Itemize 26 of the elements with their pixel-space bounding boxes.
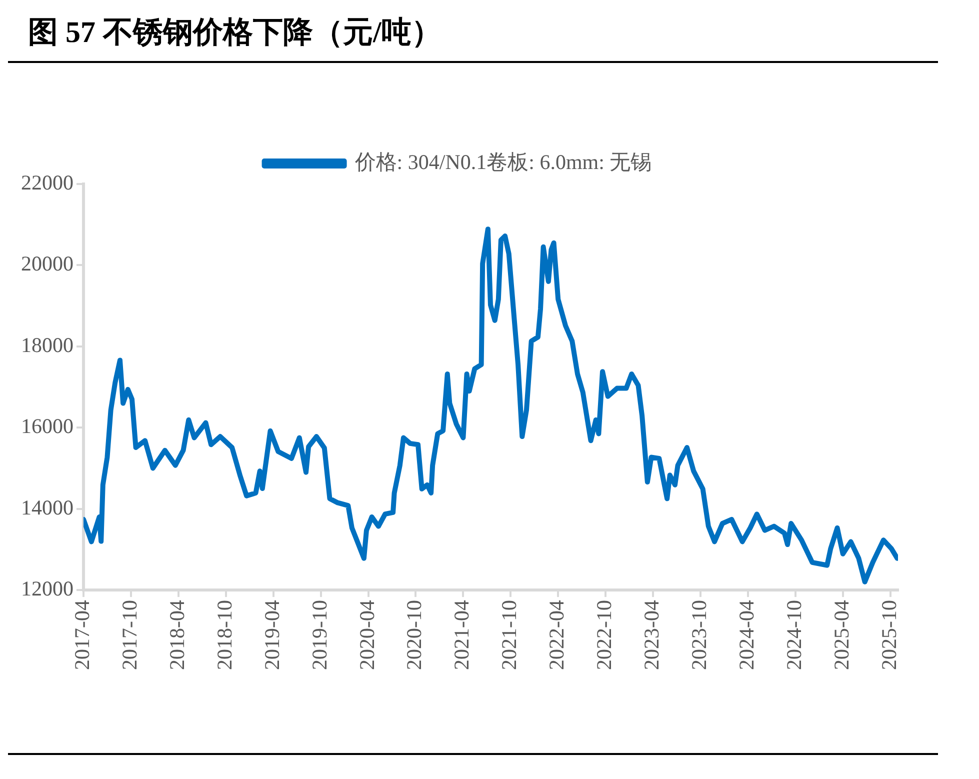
x-tick-label: 2020-10 bbox=[402, 600, 426, 670]
x-tick-label: 2023-04 bbox=[640, 600, 664, 670]
x-tick-label: 2022-10 bbox=[592, 600, 616, 670]
y-tick-label: 22000 bbox=[21, 170, 74, 195]
y-tick-label: 12000 bbox=[21, 576, 74, 601]
x-tick-label: 2023-10 bbox=[687, 600, 712, 670]
x-tick-label: 2018-10 bbox=[212, 600, 236, 670]
x-tick-label: 2018-04 bbox=[164, 600, 189, 670]
x-tick-label: 2020-04 bbox=[354, 600, 379, 670]
y-tick-label: 16000 bbox=[21, 414, 74, 438]
x-tick-label: 2024-04 bbox=[734, 600, 758, 670]
x-tick-label: 2022-04 bbox=[544, 600, 569, 670]
x-tick-label: 2025-10 bbox=[876, 600, 901, 670]
x-tick-label: 2019-10 bbox=[307, 600, 332, 670]
chart-title: 图 57 不锈钢价格下降（元/吨） bbox=[8, 8, 938, 63]
x-tick-label: 2019-04 bbox=[260, 600, 284, 670]
x-tick-label: 2025-04 bbox=[829, 600, 854, 670]
y-tick-label: 18000 bbox=[21, 332, 74, 357]
x-tick-label: 2021-10 bbox=[497, 600, 522, 670]
x-tick-label: 2021-04 bbox=[450, 600, 474, 670]
x-tick-label: 2017-10 bbox=[117, 600, 142, 670]
y-tick-label: 14000 bbox=[21, 495, 74, 520]
y-tick-label: 20000 bbox=[21, 252, 74, 276]
legend-label: 价格: 304/N0.1卷板: 6.0mm: 无锡 bbox=[354, 150, 652, 174]
x-tick-label: 2017-04 bbox=[70, 600, 94, 670]
x-tick-label: 2024-10 bbox=[782, 600, 806, 670]
